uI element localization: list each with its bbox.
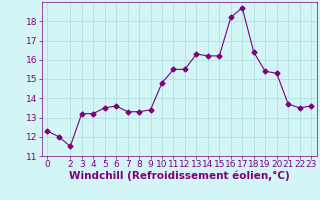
X-axis label: Windchill (Refroidissement éolien,°C): Windchill (Refroidissement éolien,°C) bbox=[69, 171, 290, 181]
